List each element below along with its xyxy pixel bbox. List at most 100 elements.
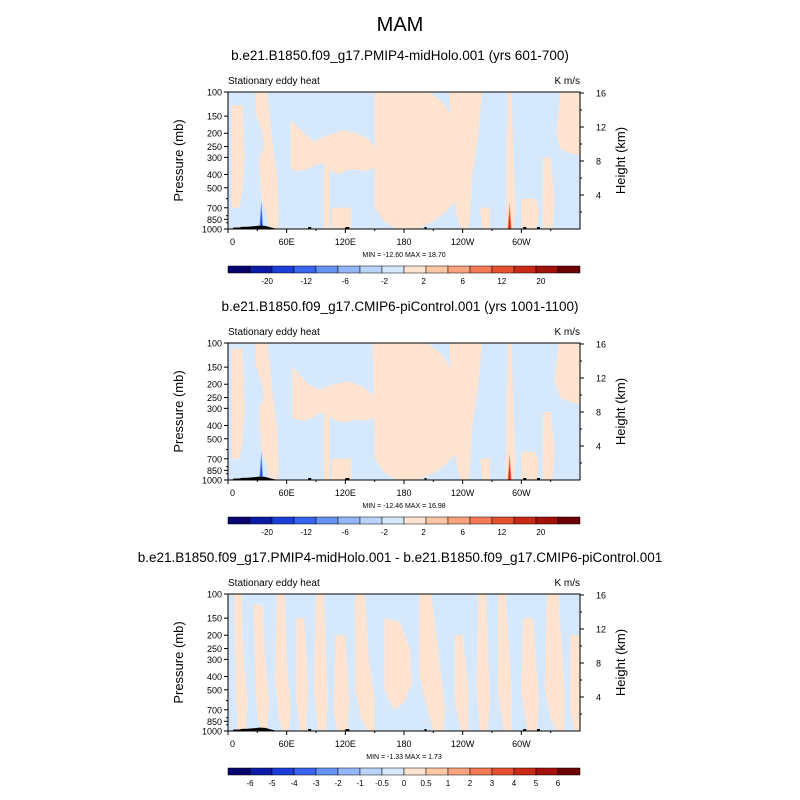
panel-3-x-tick-label: 60W (512, 739, 531, 749)
panel-3-positive-region (253, 604, 270, 731)
panel-3-y-tick-label: 500 (207, 685, 222, 695)
panel-1-positive-region (231, 105, 245, 208)
colorbar-swatch (359, 767, 383, 776)
panel-3-y-tick-label: 850 (207, 717, 222, 727)
colorbar-swatch (337, 767, 361, 776)
colorbar-swatch (535, 767, 559, 776)
panel-1-plot-area (228, 92, 580, 229)
panel-3-terrain-speck (523, 729, 527, 731)
panel-1-y2-tick-label: 4 (596, 191, 601, 201)
panel-1-y2-tick-label: 12 (596, 123, 606, 133)
panel-3-colorbar: -6 -5 -4 -3 -2 -1 -0.5 0 0.5 1 2 3 4 5 6 (227, 767, 581, 788)
panel-1-y-tick-label: 200 (207, 129, 222, 139)
colorbar-label: -6 (342, 528, 350, 537)
panel-1-x-tick-label: 180 (396, 237, 411, 247)
panel-2-terrain-speck (424, 478, 427, 480)
colorbar-label: -6 (246, 779, 254, 788)
panel-2-y-tick-label: 700 (207, 454, 222, 464)
panel-2-positive-region (292, 367, 391, 423)
panel-2-y2label: Height (km) (613, 378, 628, 445)
panel-1-positive-region (505, 92, 516, 229)
panel-3-positive-region (274, 594, 291, 731)
colorbar-label: -6 (342, 277, 350, 286)
panel-1-chart: Stationary eddy heat K m/s100150200250300… (171, 76, 628, 286)
panel-1-y-tick-label: 1000 (202, 225, 222, 235)
panel-3-positive-region (384, 618, 412, 710)
panel-1-positive-region (255, 92, 279, 229)
colorbar-label: 5 (534, 779, 539, 788)
colorbar-swatch (337, 516, 361, 525)
panel-1-positive-region (290, 120, 391, 175)
colorbar-swatch (359, 265, 383, 274)
colorbar-swatch (491, 265, 515, 274)
colorbar-label: 2 (468, 779, 473, 788)
colorbar-swatch (447, 516, 471, 525)
colorbar-label: 2 (421, 528, 426, 537)
colorbar-swatch (315, 767, 339, 776)
colorbar-label: -4 (290, 779, 298, 788)
panel-1-y-tick-label: 100 (207, 88, 222, 98)
panel-2-positive-region (521, 451, 539, 480)
panel-1-positive-region (556, 92, 580, 156)
panel-3-terrain-speck (424, 729, 427, 731)
panel-1-positive-region (323, 157, 330, 229)
panel-3-y-tick-label: 300 (207, 655, 222, 665)
panel-1-y-tick-label: 700 (207, 203, 222, 213)
colorbar-swatch (293, 265, 317, 274)
panel-1-ylabel: Pressure (mb) (171, 119, 186, 201)
panel-1-positive-region (542, 157, 555, 229)
panel-3-positive-region (544, 594, 565, 731)
panel-3-units-label: K m/s (554, 578, 580, 589)
panel-2-positive-region (554, 343, 580, 405)
panel-2-units-label: K m/s (554, 327, 580, 338)
panel-1-title: b.e21.B1850.f09_g17.PMIP4-midHolo.001 (y… (231, 48, 569, 63)
colorbar-swatch (249, 767, 273, 776)
panel-1-terrain (231, 225, 277, 229)
colorbar-swatch (425, 265, 449, 274)
colorbar-swatch (359, 516, 383, 525)
panel-2-y-tick-label: 850 (207, 466, 222, 476)
panel-1-positive-region (331, 207, 352, 229)
panel-2-y-tick-label: 100 (207, 339, 222, 349)
panel-1-y2-tick-label: 8 (596, 157, 601, 167)
panel-1-terrain-speck (345, 227, 350, 229)
colorbar-swatch (293, 767, 317, 776)
panel-1-terrain-speck (536, 227, 540, 229)
panel-3-positive-region (476, 594, 490, 731)
panel-2-x-tick-label: 60W (512, 488, 531, 498)
panel-2-positive-region (372, 343, 471, 480)
panel-2-positive-region (542, 412, 555, 480)
panel-3-title: b.e21.B1850.f09_g17.PMIP4-midHolo.001 - … (137, 550, 663, 565)
colorbar-swatch (469, 767, 493, 776)
panel-2-positive-region (323, 408, 330, 480)
colorbar-label: 20 (536, 277, 545, 286)
panel-3-x-tick-label: 120E (335, 739, 356, 749)
colorbar-label: 20 (536, 528, 545, 537)
panel-1-minmax-label: MIN = -12.60 MAX = 18.70 (362, 252, 445, 259)
colorbar-swatch (337, 265, 361, 274)
panel-2-terrain-speck (308, 478, 312, 480)
panel-3-positive-region (314, 594, 328, 731)
colorbar-label: -2 (334, 779, 342, 788)
colorbar-swatch (557, 265, 581, 274)
page-title: MAM (376, 14, 424, 36)
panel-1-y-tick-label: 250 (207, 142, 222, 152)
panel-3-x-tick-label: 60E (279, 739, 295, 749)
panel-2-chart: Stationary eddy heat K m/s100150200250300… (171, 327, 628, 537)
panel-1-terrain-speck (308, 227, 312, 229)
panel-1-positive-region (374, 92, 471, 229)
colorbar-swatch (513, 767, 537, 776)
panel-3-positive-region (454, 635, 469, 731)
colorbar-label: 12 (497, 277, 506, 286)
panel-2-y-tick-label: 300 (207, 404, 222, 414)
colorbar-label: -1 (356, 779, 364, 788)
colorbar-label: -3 (312, 779, 320, 788)
panel-2-y2-tick-label: 4 (596, 442, 601, 452)
colorbar-label: -20 (261, 277, 273, 286)
panel-1-y-tick-label: 850 (207, 215, 222, 225)
panel-3-y2-tick-label: 12 (596, 625, 606, 635)
panel-3-x-tick-label: 0 (230, 739, 235, 749)
panel-3-plot-area (228, 594, 580, 731)
panel-3-positive-region (570, 635, 580, 731)
colorbar-swatch (227, 516, 251, 525)
